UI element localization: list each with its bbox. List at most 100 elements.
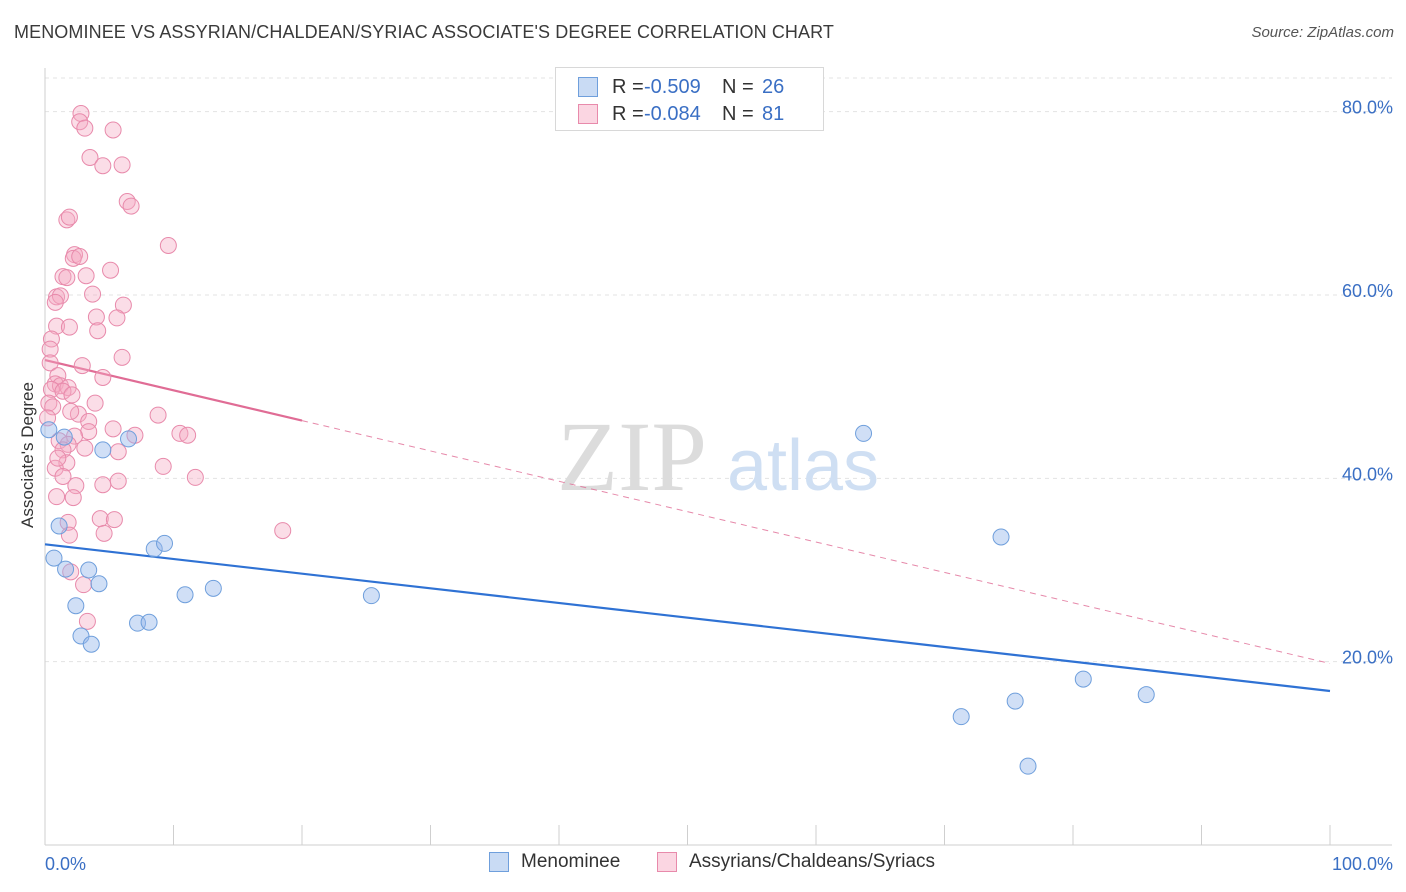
- point-assyrian: [60, 318, 78, 336]
- x-tick-label: 0.0%: [45, 854, 86, 874]
- point-assyrian: [62, 563, 80, 581]
- point-assyrian: [58, 211, 76, 229]
- point-assyrian: [94, 369, 112, 386]
- point-menominee: [1074, 670, 1092, 688]
- trend-line-assyrian: [44, 359, 303, 422]
- point-assyrian: [60, 208, 78, 226]
- trend-line-menominee: [44, 543, 1331, 693]
- y-tick-label: 40.0%: [1342, 464, 1393, 484]
- r-label: R =: [612, 102, 644, 125]
- point-assyrian: [84, 285, 102, 303]
- chart-title: MENOMINEE VS ASSYRIAN/CHALDEAN/SYRIAC AS…: [14, 22, 835, 42]
- n-value: 81: [762, 102, 785, 125]
- r-value: -0.084: [644, 102, 701, 125]
- point-assyrian: [80, 413, 98, 430]
- y-tick-label: 80.0%: [1342, 98, 1393, 118]
- point-assyrian: [113, 156, 131, 174]
- point-assyrian: [91, 510, 109, 528]
- point-assyrian: [64, 249, 82, 267]
- point-assyrian: [87, 308, 105, 326]
- tick-labels: 20.0% 40.0% 60.0% 80.0% 0.0% 100.0%: [45, 98, 1393, 874]
- point-menominee: [156, 534, 174, 552]
- point-assyrian: [54, 441, 72, 459]
- point-assyrian: [58, 269, 76, 287]
- legend-swatch-pink: [578, 104, 598, 124]
- legend-item-menominee: Menominee: [489, 851, 620, 873]
- point-menominee: [82, 635, 100, 653]
- point-menominee: [80, 561, 98, 579]
- stats-legend-row-menominee: R = -0.509 N = 26: [578, 74, 784, 100]
- trend-line-assyrian-extension: [301, 420, 1331, 664]
- point-menominee: [176, 586, 194, 604]
- point-assyrian: [102, 261, 120, 279]
- legend-swatch-blue: [489, 852, 509, 872]
- point-menominee: [50, 517, 68, 535]
- point-menominee: [94, 441, 112, 459]
- legend-label: Menominee: [521, 851, 621, 872]
- point-assyrian: [154, 457, 172, 475]
- legend-label: Assyrians/Chaldeans/Syriacs: [689, 851, 936, 872]
- point-assyrian: [54, 382, 72, 400]
- point-assyrian: [113, 348, 131, 366]
- point-assyrian: [159, 237, 177, 254]
- point-assyrian: [48, 488, 66, 506]
- legend-item-assyrian: Assyrians/Chaldeans/Syriacs: [657, 851, 935, 873]
- point-menominee: [45, 549, 63, 567]
- watermark-atlas: atlas: [727, 426, 879, 506]
- point-assyrian: [109, 472, 127, 490]
- point-menominee: [57, 560, 75, 578]
- point-assyrian: [44, 398, 62, 416]
- point-assyrian: [46, 293, 64, 311]
- watermark-zip: ZIP: [557, 401, 707, 512]
- point-menominee: [120, 430, 138, 448]
- point-assyrian: [64, 489, 82, 507]
- point-assyrian: [94, 157, 112, 175]
- point-assyrian: [95, 524, 113, 542]
- point-assyrian: [76, 439, 94, 457]
- point-assyrian: [105, 511, 123, 529]
- point-menominee: [40, 421, 58, 439]
- point-assyrian: [77, 267, 95, 285]
- r-label: R =: [612, 75, 644, 98]
- grid-lines: [45, 77, 1392, 663]
- point-menominee: [55, 428, 73, 446]
- point-assyrian: [89, 322, 107, 340]
- point-assyrian: [71, 248, 89, 265]
- axes: [44, 68, 1392, 846]
- point-assyrian: [41, 340, 59, 358]
- point-assyrian: [108, 309, 126, 327]
- stats-legend: R = -0.509 N = 26 R = -0.084 N = 81: [555, 67, 824, 131]
- r-value: -0.509: [644, 75, 701, 98]
- point-assyrian: [59, 513, 77, 531]
- watermark: ZIP atlas: [557, 401, 879, 512]
- point-assyrian: [149, 406, 167, 424]
- n-label: N =: [722, 75, 754, 98]
- point-menominee: [204, 579, 222, 597]
- point-assyrian: [86, 394, 104, 412]
- trend-lines: [44, 359, 1331, 693]
- point-menominee: [1006, 692, 1024, 710]
- point-menominee: [90, 575, 108, 593]
- stats-legend-row-assyrian: R = -0.084 N = 81: [578, 101, 784, 127]
- legend-swatch-blue: [578, 77, 598, 97]
- point-menominee: [992, 528, 1010, 546]
- point-assyrian: [186, 468, 204, 486]
- point-assyrian: [179, 426, 197, 444]
- point-assyrian: [75, 576, 93, 594]
- x-tick-label: 100.0%: [1332, 854, 1393, 874]
- y-axis-label: Associate's Degree: [18, 382, 37, 528]
- point-menominee: [140, 613, 158, 631]
- n-label: N =: [722, 102, 754, 125]
- point-assyrian: [54, 468, 72, 485]
- point-assyrian: [63, 386, 81, 404]
- point-assyrian: [122, 197, 140, 215]
- y-tick-label: 20.0%: [1342, 648, 1393, 668]
- point-menominee: [952, 708, 970, 726]
- point-assyrian: [94, 476, 112, 494]
- point-assyrian: [78, 612, 96, 630]
- point-menominee: [145, 540, 163, 558]
- point-assyrian: [80, 423, 98, 441]
- point-assyrian: [73, 357, 91, 375]
- point-menominee: [362, 587, 380, 605]
